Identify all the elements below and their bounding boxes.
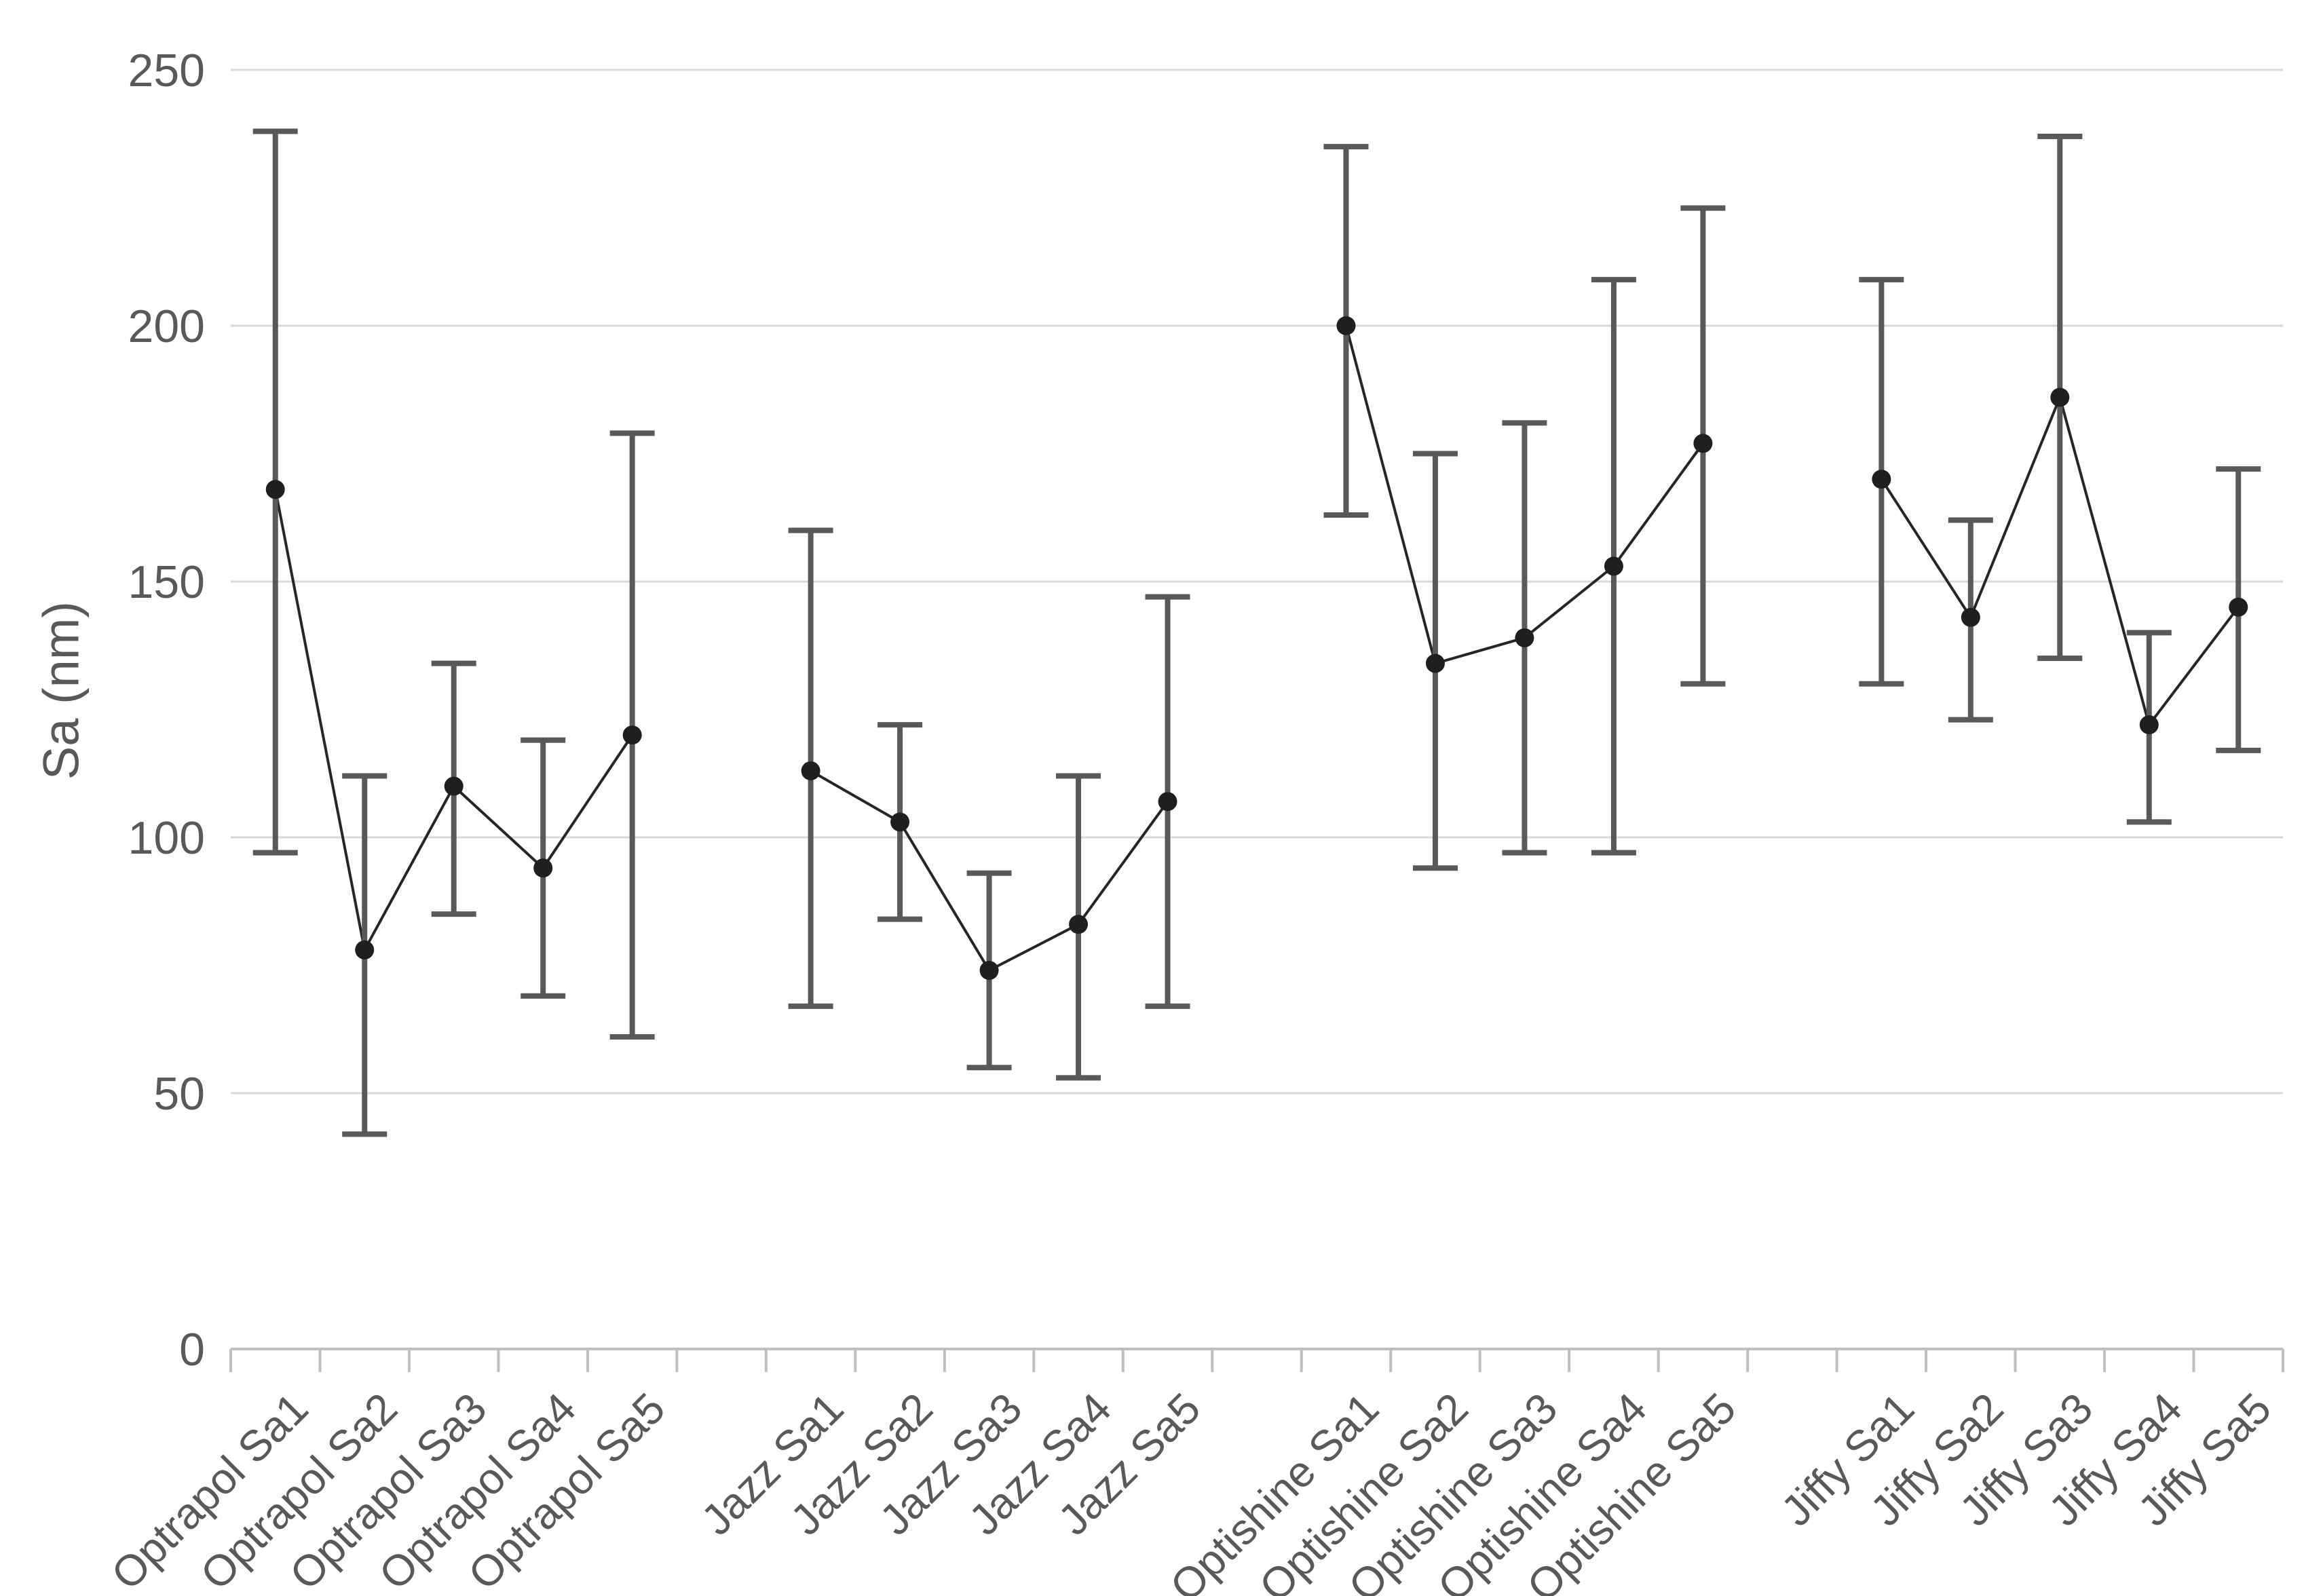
y-tick-label: 250 xyxy=(128,45,205,96)
y-tick-label: 50 xyxy=(153,1068,205,1120)
y-tick-label: 150 xyxy=(128,556,205,608)
data-point-marker xyxy=(1069,915,1089,934)
data-point-marker xyxy=(1872,470,1891,489)
data-point-marker xyxy=(444,776,464,796)
data-point-marker xyxy=(1158,792,1177,812)
data-point-marker xyxy=(1515,628,1534,647)
y-tick-label: 200 xyxy=(128,301,205,352)
data-point-marker xyxy=(1693,434,1713,453)
data-point-marker xyxy=(2050,387,2070,407)
data-point-marker xyxy=(533,858,553,878)
data-point-marker xyxy=(1425,653,1445,673)
data-point-marker xyxy=(801,761,820,780)
y-tick-label: 100 xyxy=(128,812,205,864)
data-point-marker xyxy=(622,725,642,745)
data-point-marker xyxy=(890,812,910,832)
data-point-marker xyxy=(2229,597,2248,617)
data-point-marker xyxy=(355,940,375,960)
data-point-marker xyxy=(979,961,999,981)
y-axis-title: Sa (nm) xyxy=(33,601,90,780)
data-point-marker xyxy=(2139,715,2159,735)
data-point-marker xyxy=(265,480,285,499)
y-tick-label: 0 xyxy=(179,1324,205,1375)
data-point-marker xyxy=(1336,316,1356,335)
data-point-marker xyxy=(1961,607,1980,627)
data-point-marker xyxy=(1604,556,1623,576)
